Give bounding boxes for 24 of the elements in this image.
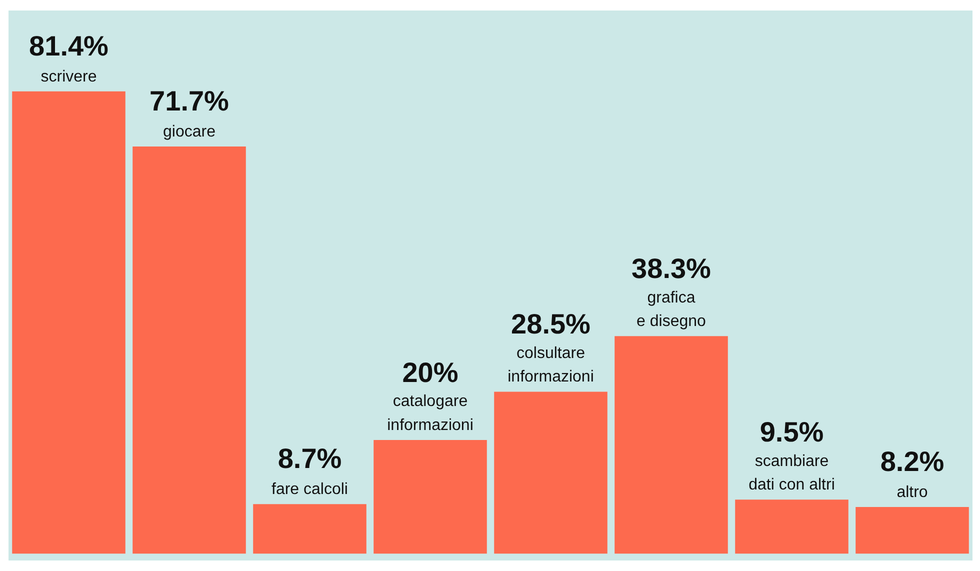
bar <box>132 146 246 554</box>
x-tick-label: catalogare informazioni <box>387 393 474 434</box>
x-tick-label: scrivere <box>40 68 97 86</box>
x-tick-label: scambiare dati con altri <box>748 452 835 494</box>
bar <box>494 392 608 554</box>
x-tick-label: colsultare informazioni <box>508 344 594 386</box>
bar <box>856 507 969 554</box>
data-label: 9.5% <box>760 416 824 448</box>
bar <box>253 504 366 554</box>
bar <box>735 500 848 554</box>
data-label: 8.2% <box>880 446 944 478</box>
bar <box>12 91 126 554</box>
data-label: 81.4% <box>29 30 109 62</box>
x-tick-label: grafica e disegno <box>636 289 706 330</box>
data-label: 28.5% <box>511 308 591 340</box>
bar <box>614 336 728 554</box>
data-label: 38.3% <box>632 253 712 284</box>
bar <box>374 440 487 554</box>
data-label: 8.7% <box>278 443 342 474</box>
x-tick-label: altro <box>896 484 928 502</box>
data-label: 71.7% <box>150 85 230 116</box>
data-label: 20% <box>402 357 458 388</box>
x-tick-label: giocare <box>163 123 216 140</box>
x-tick-label: fare calcoli <box>272 481 348 498</box>
